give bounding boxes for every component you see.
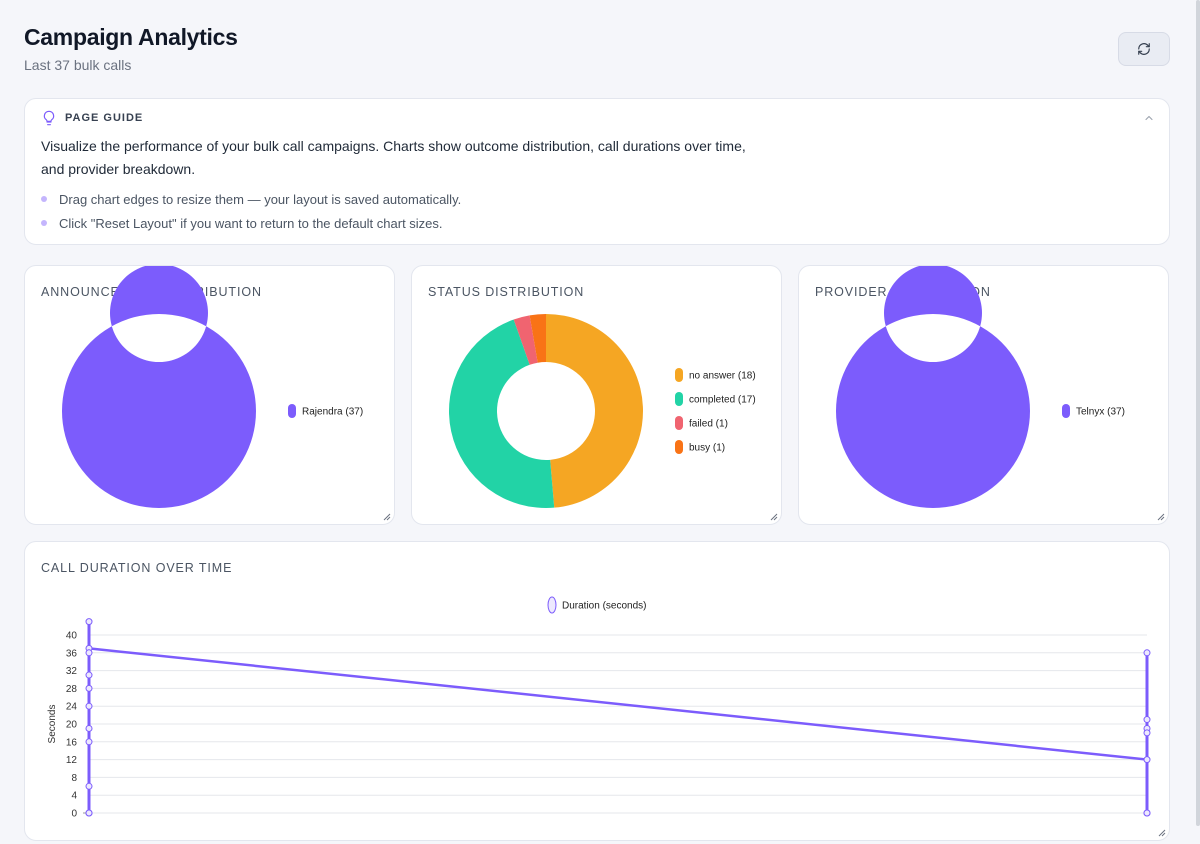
announcement-distribution-card: ANNOUNCEMENT DISTRIBUTION Rajendra (37) xyxy=(24,265,395,525)
call-duration-line-chart: 0 4 8 12 16 20 24 28 32 36 40 Seconds Duration (seco… xyxy=(47,596,1151,820)
legend-swatch[interactable] xyxy=(547,596,557,614)
lightbulb-icon xyxy=(43,110,55,126)
data-point[interactable] xyxy=(85,618,93,626)
provider-distribution-card: PROVIDER DISTRIBUTION Telnyx (37) xyxy=(798,265,1169,525)
list-item: Drag chart edges to resize them — your l… xyxy=(41,187,461,211)
pie-slice-completed[interactable] xyxy=(448,319,555,508)
legend-label[interactable]: busy (1) xyxy=(689,443,725,454)
card-title: CALL DURATION OVER TIME xyxy=(41,561,233,575)
card-title: STATUS DISTRIBUTION xyxy=(428,285,585,299)
pie-slice-rajendra[interactable] xyxy=(62,266,256,508)
legend-label[interactable]: failed (1) xyxy=(689,419,728,430)
resize-handle-icon[interactable] xyxy=(383,513,391,521)
legend-label[interactable]: Rajendra (37) xyxy=(302,407,363,418)
refresh-button[interactable] xyxy=(1118,32,1170,66)
data-point[interactable] xyxy=(1143,809,1151,817)
tip-text: Click "Reset Layout" if you want to retu… xyxy=(59,215,443,231)
page-guide-title: PAGE GUIDE xyxy=(65,112,144,124)
bullet-icon xyxy=(41,196,47,202)
call-duration-card: CALL DURATION OVER TIME 0 4 8 12 16 20 24 28 32 3… xyxy=(24,541,1170,841)
provider-donut-chart: Telnyx (37) xyxy=(836,266,1125,508)
y-tick-label: 16 xyxy=(66,737,78,748)
series-line xyxy=(88,647,1148,761)
data-point[interactable] xyxy=(85,724,93,732)
y-tick-label: 12 xyxy=(66,755,78,766)
status-donut-chart: no answer (18) completed (17) failed (1) bu… xyxy=(448,314,756,508)
legend-label[interactable]: completed (17) xyxy=(689,395,756,406)
pie-slice-telnyx[interactable] xyxy=(836,266,1030,508)
y-tick-label: 32 xyxy=(66,666,78,677)
data-point[interactable] xyxy=(85,684,93,692)
legend-label[interactable]: Telnyx (37) xyxy=(1076,407,1125,418)
y-tick-label: 36 xyxy=(66,648,78,659)
y-tick-label: 0 xyxy=(71,809,77,820)
y-tick-label: 40 xyxy=(66,631,78,642)
tip-text: Drag chart edges to resize them — your l… xyxy=(59,191,462,207)
legend-swatch[interactable] xyxy=(288,404,296,418)
data-point[interactable] xyxy=(85,809,93,817)
page-guide-panel: PAGE GUIDE Visualize the performance of … xyxy=(24,98,1170,245)
data-point[interactable] xyxy=(85,738,93,746)
pie-slice-failed[interactable] xyxy=(513,315,538,365)
legend-swatch[interactable] xyxy=(675,416,683,430)
resize-handle-icon[interactable] xyxy=(1157,513,1165,521)
data-point[interactable] xyxy=(85,671,93,679)
resize-handle-icon[interactable] xyxy=(770,513,778,521)
y-tick-label: 24 xyxy=(66,702,78,713)
y-tick-label: 4 xyxy=(71,791,77,802)
legend-label[interactable]: Duration (seconds) xyxy=(562,601,646,612)
page-guide-description: Visualize the performance of your bulk c… xyxy=(41,138,746,177)
page-title: Campaign Analytics xyxy=(24,24,238,50)
y-tick-label: 28 xyxy=(66,684,78,695)
page-subtitle: Last 37 bulk calls xyxy=(24,57,132,73)
data-point[interactable] xyxy=(1143,729,1151,737)
legend-swatch[interactable] xyxy=(675,440,683,454)
data-point[interactable] xyxy=(85,782,93,790)
page-guide-header[interactable]: PAGE GUIDE xyxy=(41,110,143,126)
chevron-up-icon xyxy=(1145,115,1153,121)
page-guide-tips: Drag chart edges to resize them — your l… xyxy=(41,187,461,235)
pie-slice-busy[interactable] xyxy=(529,314,546,363)
data-point[interactable] xyxy=(1143,649,1151,657)
announcement-donut-chart: Rajendra (37) xyxy=(62,266,363,508)
data-point[interactable] xyxy=(1143,716,1151,724)
page-header: Campaign Analytics Last 37 bulk calls xyxy=(24,24,238,73)
data-point[interactable] xyxy=(1143,756,1151,764)
legend-swatch[interactable] xyxy=(675,392,683,406)
refresh-icon xyxy=(1138,43,1150,55)
data-point[interactable] xyxy=(85,702,93,710)
status-distribution-card: STATUS DISTRIBUTION no answer (18) comple… xyxy=(411,265,782,525)
bullet-icon xyxy=(41,220,47,226)
legend-swatch[interactable] xyxy=(1062,404,1070,418)
legend-swatch[interactable] xyxy=(675,368,683,382)
data-point[interactable] xyxy=(85,649,93,657)
resize-handle-icon[interactable] xyxy=(1158,829,1166,837)
y-axis-label: Seconds xyxy=(47,705,58,744)
list-item: Click "Reset Layout" if you want to retu… xyxy=(41,211,461,235)
pie-slice-no-answer[interactable] xyxy=(546,314,643,508)
y-tick-label: 20 xyxy=(66,720,78,731)
collapse-button[interactable] xyxy=(1143,111,1155,129)
y-tick-label: 8 xyxy=(71,773,77,784)
legend-label[interactable]: no answer (18) xyxy=(689,371,756,382)
page-scrollbar[interactable] xyxy=(1196,0,1200,826)
